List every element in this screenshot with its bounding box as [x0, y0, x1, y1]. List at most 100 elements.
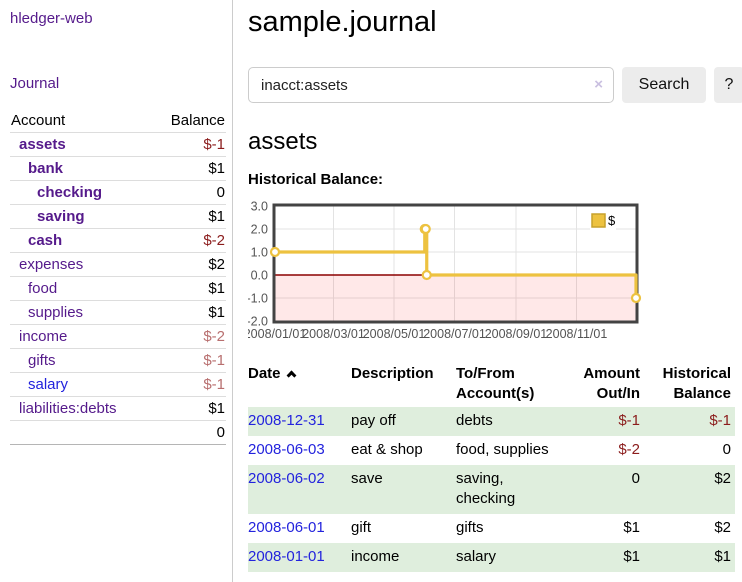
historical-balance-chart: $3.0 2.0 1.0 0.0 -1.0 -2.0 2008/01/01 2008/03/0… — [244, 200, 648, 345]
account-row: bank $1 — [10, 156, 226, 181]
clear-search-icon[interactable]: × — [594, 76, 603, 93]
txn-accounts-cell: salary — [456, 543, 564, 572]
help-button[interactable]: ? — [714, 67, 742, 103]
x-axis-tick-label: 2008/05/01 — [363, 327, 426, 341]
transaction-row: 2008-06-03 eat & shop food, supplies $-2 0 — [248, 436, 735, 465]
txn-date-link[interactable]: 2008-01-01 — [248, 548, 325, 565]
y-axis-tick-label: 3.0 — [251, 200, 268, 214]
sidebar-account-link[interactable]: cash — [28, 232, 63, 249]
account-row: income $-2 — [10, 324, 226, 349]
sidebar-account-link[interactable]: expenses — [19, 256, 84, 273]
sidebar-account-link[interactable]: checking — [37, 184, 103, 201]
account-balance: $-1 — [151, 132, 226, 157]
txn-date-link[interactable]: 2008-06-01 — [248, 519, 325, 536]
account-row: cash $-2 — [10, 228, 226, 253]
sidebar-account-link[interactable]: saving — [37, 208, 85, 225]
txn-accounts-cell: debts — [456, 407, 564, 436]
txn-description-cell: eat & shop — [351, 441, 423, 458]
account-balance: $2 — [151, 252, 226, 277]
txn-column-header: Description — [351, 362, 456, 407]
sidebar-account-link[interactable]: bank — [28, 160, 64, 177]
txn-date-link[interactable]: 2008-06-03 — [248, 441, 325, 458]
txn-column-header-label: Amount Out/In — [583, 365, 640, 402]
txn-date-link[interactable]: 2008-06-02 — [248, 470, 325, 487]
sidebar-account-link[interactable]: supplies — [28, 304, 84, 321]
transaction-row: 2008-06-02 save saving, checking 0 $2 — [248, 465, 735, 514]
account-balance: $-2 — [151, 228, 226, 253]
txn-date-cell: 2008-06-02 — [248, 465, 351, 514]
transaction-row: 2008-12-31 pay off debts $-1 $-1 — [248, 407, 735, 436]
sidebar: hledger-web Journal Account Balance asse… — [0, 0, 233, 582]
sidebar-account-link[interactable]: gifts — [28, 352, 56, 369]
txn-description-cell: gift — [351, 519, 372, 536]
account-balance: $-2 — [151, 324, 226, 349]
account-row: salary $-1 — [10, 372, 226, 397]
x-axis-tick-label: 2008/09/01 — [485, 327, 548, 341]
search-form: × Search ? — [248, 67, 742, 103]
search-button[interactable]: Search — [622, 67, 706, 103]
sidebar-account-link[interactable]: income — [19, 328, 68, 345]
txn-column-header-label: Date — [248, 365, 281, 382]
account-balance: $1 — [151, 156, 226, 181]
page-title: sample.journal — [248, 6, 437, 38]
txn-amount-cell: $-1 — [564, 407, 644, 436]
sidebar-account-link[interactable]: liabilities:debts — [19, 400, 117, 417]
y-axis-tick-label: 1.0 — [251, 246, 268, 260]
account-balance: $1 — [151, 276, 226, 301]
txn-date-cell: 2008-01-01 — [248, 543, 351, 572]
txn-date-link[interactable]: 2008-12-31 — [248, 412, 325, 429]
txn-column-header-label: Historical Balance — [662, 365, 731, 402]
accounts-column-header: Account — [10, 109, 152, 133]
y-axis-tick-label: -2.0 — [248, 315, 268, 329]
account-row: expenses $2 — [10, 252, 226, 277]
transaction-row: 2008-01-01 income salary $1 $1 — [248, 543, 735, 572]
account-heading: assets — [248, 128, 318, 155]
account-balance: $1 — [151, 396, 226, 421]
sidebar-account-link[interactable]: salary — [28, 376, 69, 393]
account-balance: $1 — [151, 300, 226, 325]
txn-balance-cell: $-1 — [644, 407, 735, 436]
sort-ascending-icon — [286, 370, 296, 381]
account-row: assets $-1 — [10, 132, 226, 157]
y-axis-tick-label: -1.0 — [248, 292, 268, 306]
balance-column-header: Balance — [151, 109, 226, 133]
txn-description-cell: pay off — [351, 407, 456, 436]
account-row: checking 0 — [10, 180, 226, 205]
txn-column-header: To/From Account(s) — [456, 362, 564, 407]
txn-accounts-cell: food, supplies — [456, 441, 549, 458]
accounts-total-row: 0 — [10, 420, 226, 445]
txn-amount-cell: $-2 — [618, 441, 640, 458]
txn-amount-cell: 0 — [564, 465, 644, 514]
account-balance: 0 — [151, 180, 226, 205]
account-row: liabilities:debts $1 — [10, 396, 226, 421]
txn-balance-cell: $1 — [644, 543, 735, 572]
x-axis-tick-label: 2008/03/01 — [302, 327, 365, 341]
sidebar-account-link[interactable]: assets — [19, 136, 66, 153]
search-input[interactable] — [248, 67, 614, 103]
sidebar-account-link[interactable]: food — [28, 280, 58, 297]
account-row: gifts $-1 — [10, 348, 226, 373]
txn-column-header[interactable]: Date — [248, 362, 351, 407]
account-row: saving $1 — [10, 204, 226, 229]
txn-date-cell: 2008-06-03 — [248, 436, 351, 465]
txn-column-header-label: Description — [351, 365, 434, 382]
transactions-table: Date Description To/From Account(s) Amount … — [248, 362, 735, 572]
txn-column-header: Amount Out/In — [564, 362, 644, 407]
txn-amount-cell: $1 — [564, 543, 644, 572]
txn-date-cell: 2008-06-01 — [248, 514, 351, 543]
txn-description-cell: save — [351, 465, 456, 514]
sidebar-item-journal[interactable]: Journal — [10, 75, 60, 92]
txn-balance-cell: $2 — [714, 519, 731, 536]
accounts-balance-table: Account Balance assets $-1 bank $1 checking 0… — [10, 109, 226, 445]
account-row: food $1 — [10, 276, 226, 301]
chart-title: Historical Balance: — [248, 171, 384, 188]
x-axis-tick-label: 2008/01/01 — [248, 327, 306, 341]
txn-date-cell: 2008-12-31 — [248, 407, 351, 436]
x-axis-tick-label: 2008/11/01 — [546, 327, 608, 341]
txn-balance-cell: 0 — [722, 441, 731, 458]
txn-accounts-cell: saving, checking — [456, 465, 564, 514]
x-axis-tick-label: 2008/07/01 — [423, 327, 486, 341]
txn-description-cell: income — [351, 543, 456, 572]
app-brand-link[interactable]: hledger-web — [10, 10, 93, 27]
account-row: supplies $1 — [10, 300, 226, 325]
